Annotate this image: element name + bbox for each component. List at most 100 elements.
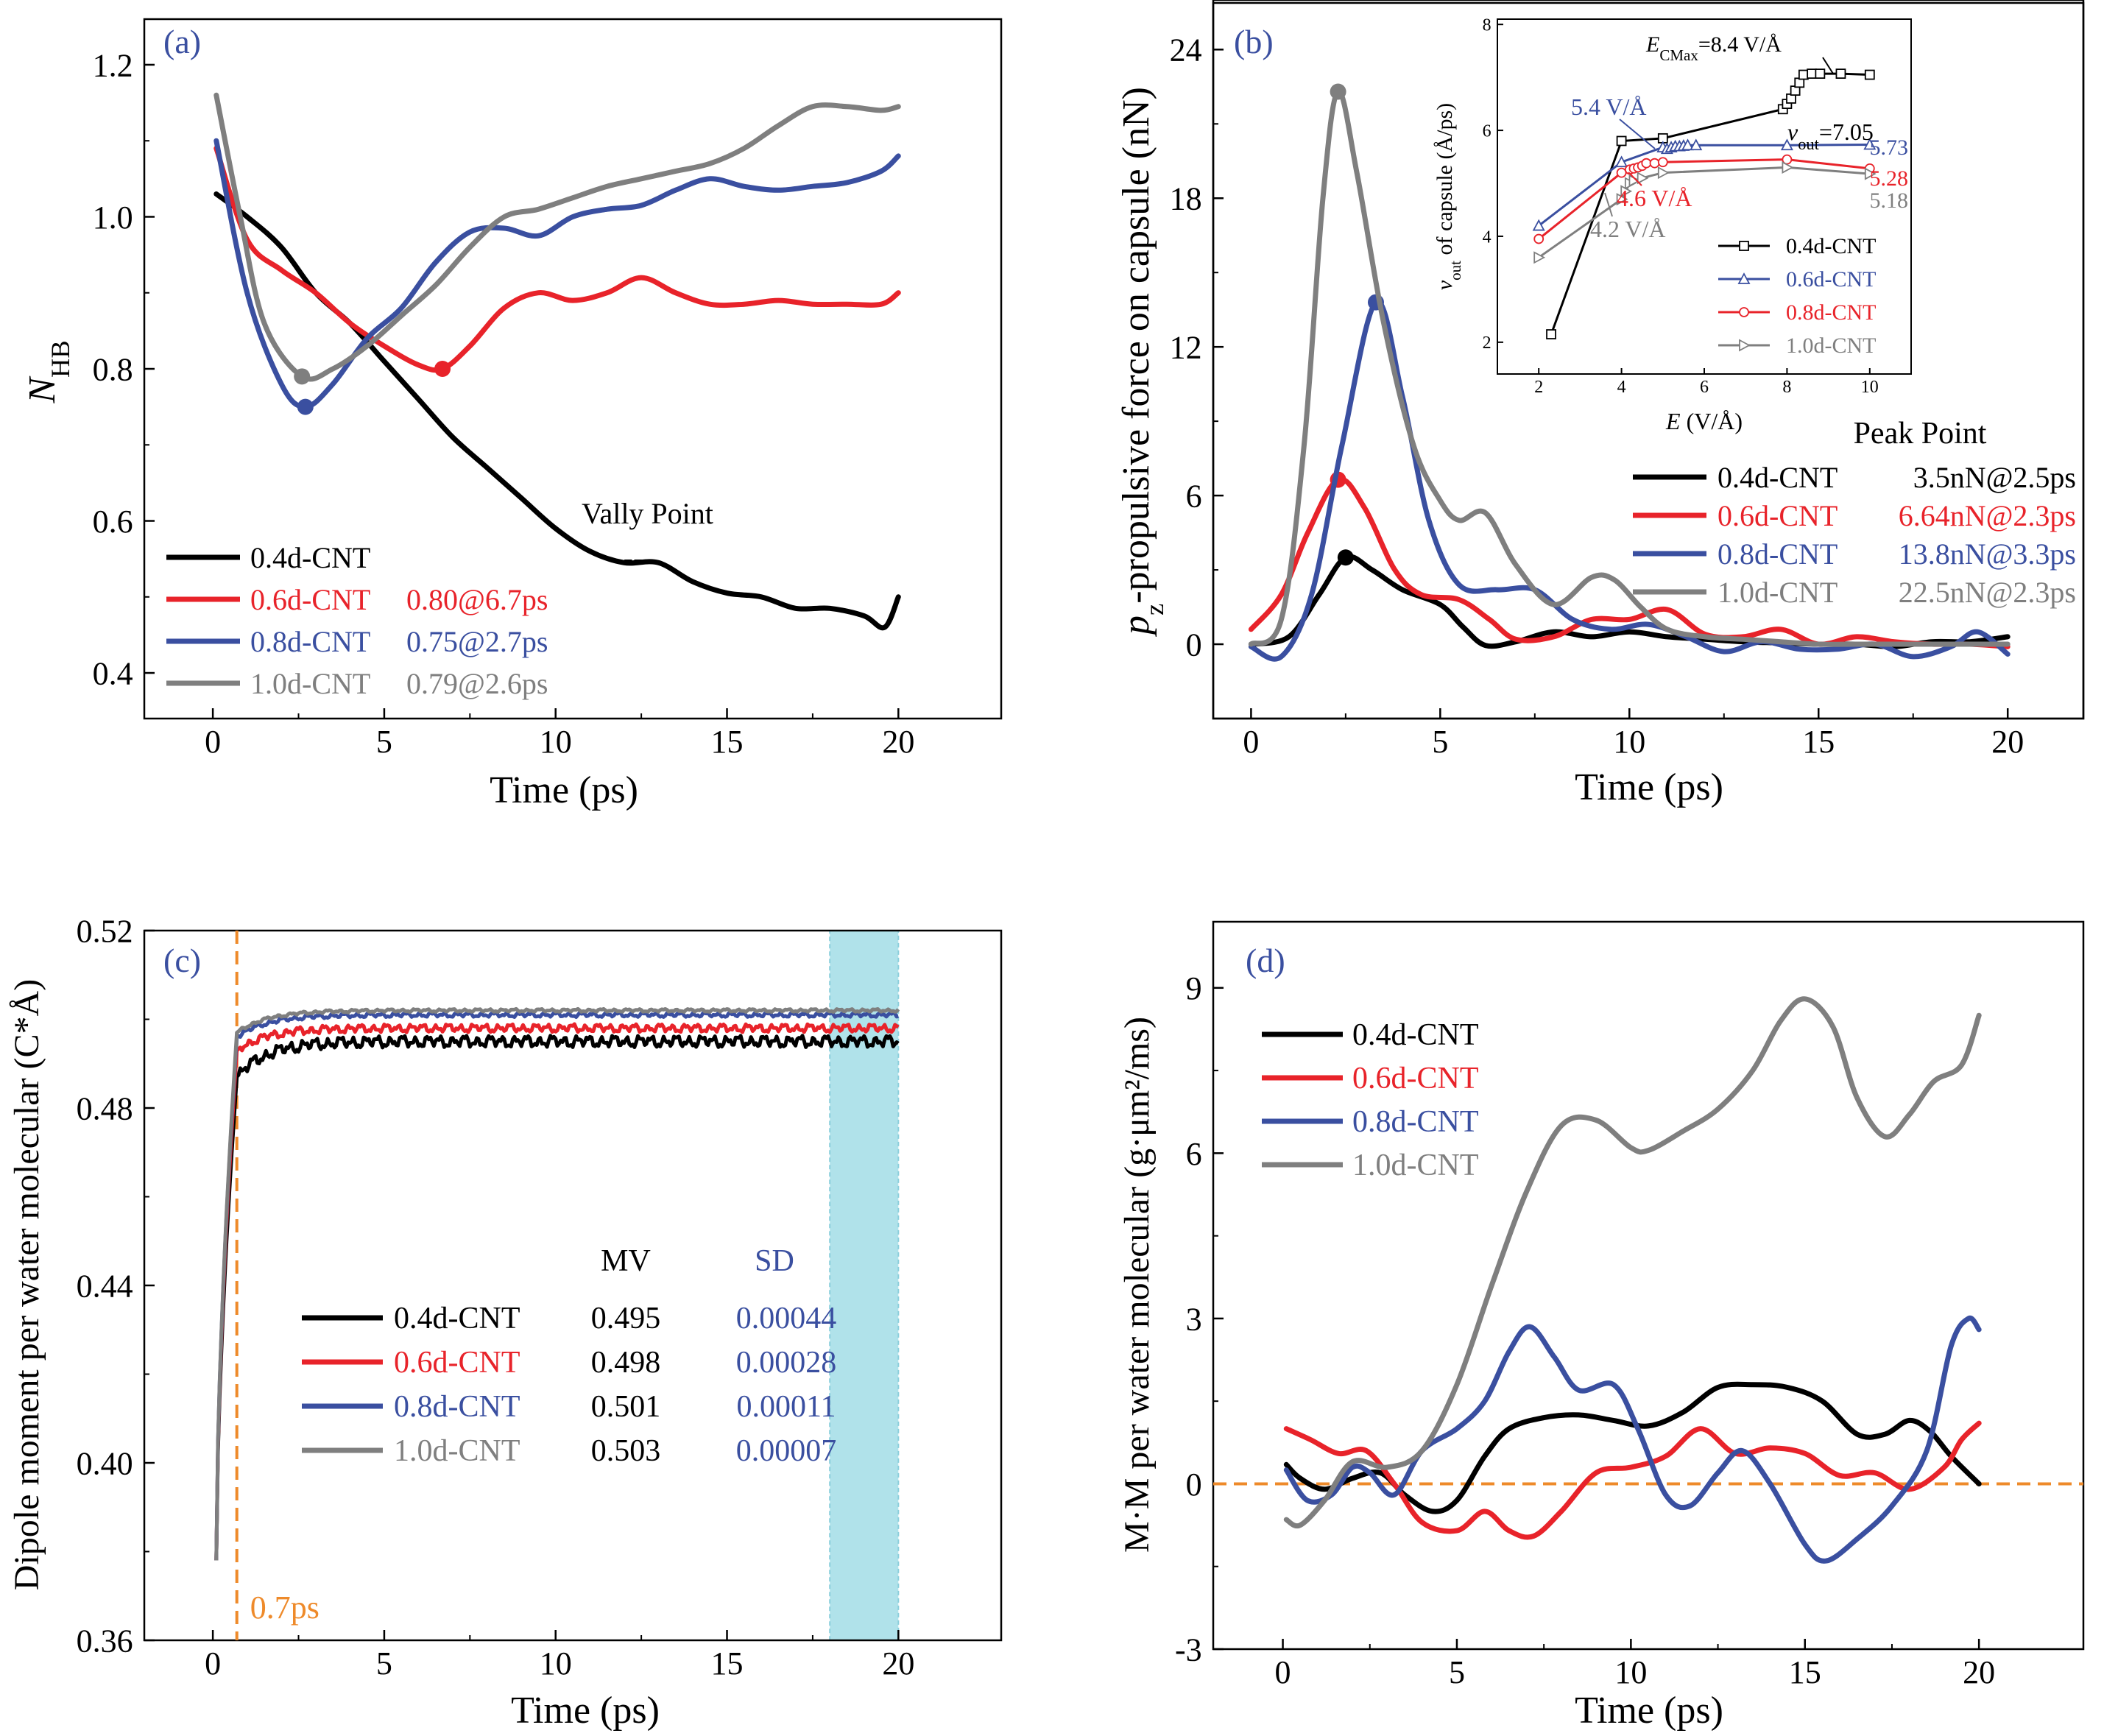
legend-label: 0.4d-CNT [1352,1018,1479,1052]
valley-annotation: -- [624,541,643,574]
series-line-0.8d-CNT [1283,1315,1982,1564]
legend-label: 0.6d-CNT [250,583,370,616]
inset-y-axis-label-sub: out [1447,261,1464,280]
y-tick-label: 8 [1483,16,1491,35]
inset-annotation-emax-rest: =8.4 V/Å [1698,32,1782,57]
y-tick-label: 2 [1483,334,1491,353]
inset-value-518: 5.18 [1870,188,1909,213]
sd-value: 0.00044 [736,1302,837,1335]
y-tick-label: 0.48 [77,1090,133,1126]
panel-label-c: (c) [163,942,201,979]
x-tick-label: 15 [1802,724,1835,760]
valley-annotation: 0.79@2.6ps [406,667,548,700]
x-tick-label: 0 [1243,724,1259,760]
inset-annotation-vout-rest: =7.05 [1819,119,1874,145]
y-tick-label: 0.44 [77,1268,133,1304]
y-tick-label: 6 [1186,479,1202,515]
inset-marker [1649,158,1660,169]
valley-annotation: 0.75@2.7ps [406,625,548,658]
y-tick-label: 0.36 [77,1623,133,1659]
x-tick-label: 6 [1700,378,1709,397]
inset-annotation-46: 4.6 V/Å [1617,185,1692,211]
inset-marker [1690,138,1703,151]
inset-value-528: 5.28 [1870,166,1909,191]
inset-marker [1782,160,1794,174]
y-tick-label: 9 [1186,970,1202,1006]
x-tick-label: 10 [540,724,572,760]
series-line-0.4d-CNT [1283,1381,1982,1514]
y-tick-label: 6 [1186,1136,1202,1172]
y-tick-label: 4 [1483,227,1491,247]
y-axis-label: NHB [21,340,75,403]
inset-marker [1737,272,1751,284]
inset-x-axis-label-rest: (V/Å) [1681,408,1743,434]
inset-legend-label: 0.6d-CNT [1786,267,1877,292]
inset-marker [1532,219,1545,231]
x-tick-label: 20 [1991,724,2024,760]
x-tick-label: 8 [1782,378,1791,397]
y-axis-label-main: N [21,375,63,404]
x-axis-label: Time (ps) [1575,766,1723,808]
valley-annotation: 0.80@6.7ps [406,583,548,616]
mv-value: 0.501 [591,1390,661,1424]
series-line-0.4d-CNT [1248,554,2011,649]
series-line-0.4d-CNT [214,1034,900,1561]
inset-marker [1616,135,1627,147]
y-tick-label: 12 [1170,330,1202,366]
inset-marker [1798,69,1809,80]
inset-y-axis-label-rest: of capsule (Å/ps) [1433,103,1457,261]
x-tick-label: 20 [882,1645,914,1682]
inset-annotation-54: 5.4 V/Å [1571,93,1647,120]
inset-marker [1815,68,1826,79]
inset-arrow [1619,119,1656,149]
x-tick-label: 5 [1432,724,1448,760]
inset-marker [1616,167,1627,178]
series-line-0.6d-CNT [1283,1420,1982,1540]
y-tick-label: 3 [1186,1301,1202,1337]
series-line-0.8d-CNT [214,1011,899,1561]
y-axis-label: M·M per water molecular (g·μm²/ms) [1118,1017,1157,1553]
mv-value: 0.498 [591,1346,661,1380]
y-tick-label: -3 [1175,1631,1202,1668]
legend-label: 0.6d-CNT [1718,499,1838,532]
y-tick-label: 0 [1186,627,1202,663]
legend-label: 0.4d-CNT [394,1302,520,1335]
x-tick-label: 10 [1614,1654,1647,1690]
x-tick-label: 10 [1861,378,1879,397]
x-tick-label: 20 [1963,1654,1995,1690]
inset-x-axis-label: E (V/Å) [1665,408,1743,434]
y-tick-label: 1.0 [93,200,133,236]
legend-label: 1.0d-CNT [1718,576,1838,609]
peak-annotation: 22.5nN@2.3ps [1899,576,2076,609]
inset-y-axis-label-v: v [1433,280,1457,290]
y-axis-label: Dipole moment per water molecular (C*Å) [7,979,46,1590]
panel-label-d: (d) [1246,942,1285,979]
legend-title: Peak Point [1854,417,1987,451]
table-header-sd: SD [755,1244,794,1278]
peak-annotation: 13.8nN@3.3ps [1899,537,2076,571]
x-tick-label: 20 [882,724,914,760]
sd-value: 0.00011 [737,1390,836,1424]
inset-marker [1641,158,1652,169]
panel-label-a: (a) [163,23,201,60]
panel-label-b: (b) [1234,23,1274,60]
inset-marker [1863,138,1877,150]
series-line-1.0d-CNT [1248,88,2011,647]
y-tick-label: 0.40 [77,1445,133,1481]
x-tick-label: 15 [711,1645,744,1682]
x-tick-label: 0 [205,724,221,760]
inset-legend-label: 0.8d-CNT [1786,300,1877,325]
inset-marker [1739,241,1749,251]
legend-label: 0.8d-CNT [250,625,370,658]
x-tick-label: 5 [376,1645,392,1682]
inset-arrow [1604,192,1613,217]
y-axis-label-rest: -propulsive force on capsule (nN) [1115,87,1157,604]
legend-label: 0.8d-CNT [1718,537,1838,571]
x-tick-label: 5 [376,724,392,760]
x-tick-label: 2 [1534,378,1543,397]
inset-annotation-emax-e: E [1645,32,1659,57]
inset-marker [1864,69,1875,80]
plot-frame [1212,0,2085,720]
y-tick-label: 0.4 [93,655,133,691]
legend-label: 1.0d-CNT [1352,1148,1479,1182]
